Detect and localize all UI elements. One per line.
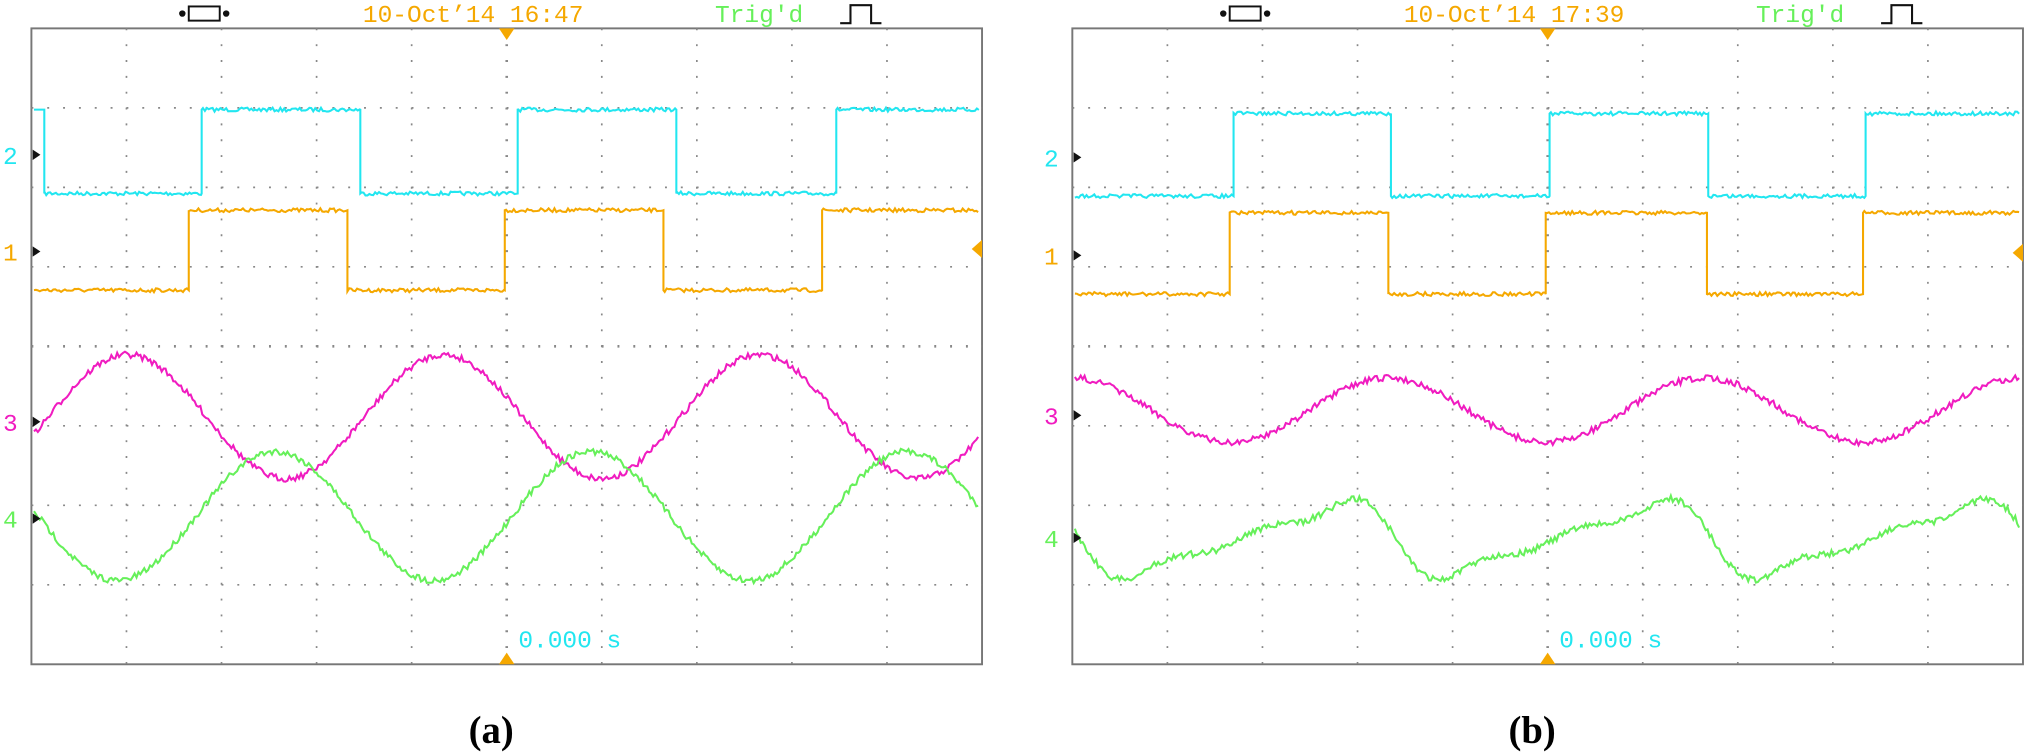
channel-marker (1073, 410, 1082, 421)
usb-icon (1220, 10, 1227, 17)
channel-marker (1073, 532, 1082, 544)
waveform (33, 105, 980, 198)
pulse-icon (840, 4, 882, 25)
trigger-marker (1539, 652, 1556, 665)
date-time: 10-Oct’14 17:39 (1404, 3, 1625, 30)
channel-marker (1073, 250, 1082, 261)
time-offset: 0.000 s (518, 629, 621, 656)
channel-label: 1 (1044, 245, 1059, 272)
waveform (33, 206, 979, 295)
waveform (33, 447, 979, 586)
level-marker (2012, 243, 2023, 262)
level-marker (971, 239, 983, 258)
usb-icon (1263, 10, 1271, 17)
date-time: 10-Oct’14 16:47 (363, 3, 584, 30)
pulse-icon (1881, 4, 1923, 25)
trigger-status: Trig'd (1756, 3, 1844, 30)
usb-icon (187, 5, 221, 22)
channel-marker (32, 416, 41, 427)
waveform (1074, 109, 2020, 200)
waveform (1074, 209, 2020, 298)
channel-label: 2 (3, 145, 18, 172)
trigger-status: Trig'd (715, 3, 803, 30)
time-offset: 0.000 s (1559, 629, 1662, 656)
channel-marker (32, 149, 41, 160)
scope-screen: 2 1 3 4 10-Oct’14 16:47 Trig'd 0.000 s (a) (3, 3, 984, 752)
usb-icon (222, 10, 230, 17)
channel-label: 3 (1044, 405, 1059, 432)
usb-icon (179, 10, 186, 17)
scope-screen: 2 1 3 4 10-Oct’14 17:39 Trig'd 0.000 s (b) (1044, 3, 2024, 752)
channel-label: 3 (3, 412, 18, 439)
trigger-marker (498, 28, 515, 40)
caption: (b) (1509, 710, 1556, 752)
trigger-marker (498, 652, 515, 665)
trigger-marker (1539, 28, 1556, 40)
caption: (a) (469, 710, 514, 752)
channel-marker (32, 513, 41, 524)
channel-label: 1 (3, 242, 18, 269)
channel-marker (1073, 152, 1082, 163)
channel-label: 4 (1044, 528, 1059, 555)
channel-label: 4 (3, 509, 18, 536)
waveform (33, 349, 980, 483)
waveform (1073, 492, 2021, 585)
channel-marker (32, 246, 41, 257)
waveform (1074, 373, 2020, 448)
usb-icon (1228, 5, 1262, 22)
channel-label: 2 (1044, 147, 1059, 174)
